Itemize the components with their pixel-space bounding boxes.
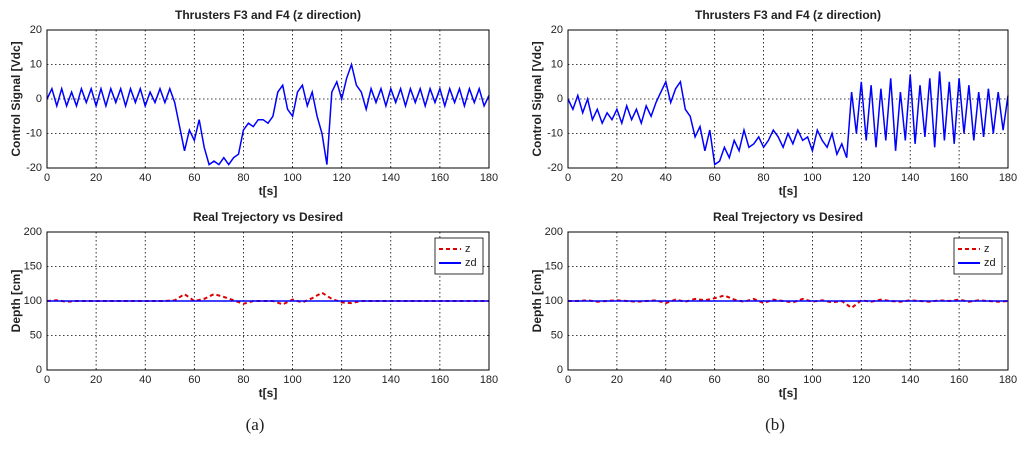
x-tick-label: 100	[283, 172, 301, 184]
plot-frame	[567, 29, 1009, 169]
y-tick-label: 200	[24, 226, 42, 238]
x-tick-label: 20	[611, 172, 623, 184]
y-tick-label: 50	[30, 329, 42, 341]
y-tick-label: 10	[30, 58, 42, 70]
x-tick-label: 120	[852, 172, 870, 184]
x-tick-label: 180	[480, 374, 498, 386]
y-tick-label: -10	[547, 127, 563, 139]
x-tick-label: 180	[999, 172, 1017, 184]
x-tick-label: 40	[660, 172, 672, 184]
x-axis-label: t[s]	[779, 184, 798, 198]
y-tick-label: 20	[551, 24, 563, 36]
x-tick-label: 100	[803, 172, 821, 184]
y-tick-label: 0	[557, 93, 563, 105]
x-tick-label: 40	[139, 172, 151, 184]
legend-box	[953, 237, 1003, 275]
x-tick-label: 40	[139, 374, 151, 386]
x-tick-label: 180	[480, 172, 498, 184]
y-tick-label: 0	[36, 364, 42, 376]
y-axis-label: Depth [cm]	[9, 270, 23, 333]
plot-frame	[46, 231, 490, 371]
legend-label: z	[984, 243, 990, 255]
caption: (b)	[765, 415, 785, 434]
x-tick-label: 60	[188, 172, 200, 184]
y-tick-label: 10	[551, 58, 563, 70]
x-tick-label: 20	[90, 172, 102, 184]
x-axis-label: t[s]	[259, 184, 278, 198]
data-line	[46, 61, 490, 166]
chart-title: Real Trejectory vs Desired	[713, 210, 863, 224]
y-tick-label: -20	[547, 162, 563, 174]
y-tick-label: 200	[545, 226, 563, 238]
legend-label: zd	[984, 257, 996, 269]
x-tick-label: 140	[382, 172, 400, 184]
x-tick-label: 100	[803, 374, 821, 386]
y-tick-label: 150	[24, 260, 42, 272]
x-tick-label: 180	[999, 374, 1017, 386]
x-tick-label: 160	[431, 374, 449, 386]
x-tick-label: 120	[852, 374, 870, 386]
x-tick-label: 80	[757, 172, 769, 184]
y-tick-label: -20	[26, 162, 42, 174]
x-tick-label: 0	[44, 374, 50, 386]
y-tick-label: 100	[545, 295, 563, 307]
x-tick-label: 120	[332, 374, 350, 386]
caption: (a)	[246, 415, 265, 434]
x-tick-label: 100	[283, 374, 301, 386]
x-tick-label: 80	[237, 172, 249, 184]
x-tick-label: 60	[709, 172, 721, 184]
plot-frame	[567, 231, 1009, 371]
x-tick-label: 60	[188, 374, 200, 386]
x-tick-label: 160	[950, 374, 968, 386]
y-tick-label: -10	[26, 127, 42, 139]
x-tick-label: 0	[565, 374, 571, 386]
legend-box	[434, 237, 484, 275]
y-axis-label: Control Signal [Vdc]	[530, 41, 544, 156]
x-tick-label: 160	[950, 172, 968, 184]
y-axis-label: Depth [cm]	[530, 270, 544, 333]
chart-title: Real Trejectory vs Desired	[193, 210, 343, 224]
legend-label: z	[465, 243, 471, 255]
x-tick-label: 80	[757, 374, 769, 386]
data-line	[567, 71, 1009, 166]
y-tick-label: 150	[545, 260, 563, 272]
x-tick-label: 80	[237, 374, 249, 386]
x-tick-label: 60	[709, 374, 721, 386]
y-tick-label: 0	[36, 93, 42, 105]
x-tick-label: 120	[332, 172, 350, 184]
legend-label: zd	[465, 257, 477, 269]
y-tick-label: 0	[557, 364, 563, 376]
x-tick-label: 160	[431, 172, 449, 184]
chart-title: Thrusters F3 and F4 (z direction)	[695, 8, 881, 22]
y-tick-label: 50	[551, 329, 563, 341]
y-tick-label: 20	[30, 24, 42, 36]
y-axis-label: Control Signal [Vdc]	[9, 41, 23, 156]
x-axis-label: t[s]	[779, 386, 798, 400]
x-tick-label: 40	[660, 374, 672, 386]
x-axis-label: t[s]	[259, 386, 278, 400]
y-tick-label: 100	[24, 295, 42, 307]
x-tick-label: 20	[611, 374, 623, 386]
x-tick-label: 140	[901, 172, 919, 184]
x-tick-label: 20	[90, 374, 102, 386]
x-tick-label: 0	[565, 172, 571, 184]
x-tick-label: 0	[44, 172, 50, 184]
x-tick-label: 140	[901, 374, 919, 386]
chart-title: Thrusters F3 and F4 (z direction)	[175, 8, 361, 22]
x-tick-label: 140	[382, 374, 400, 386]
plot-frame	[46, 29, 490, 169]
